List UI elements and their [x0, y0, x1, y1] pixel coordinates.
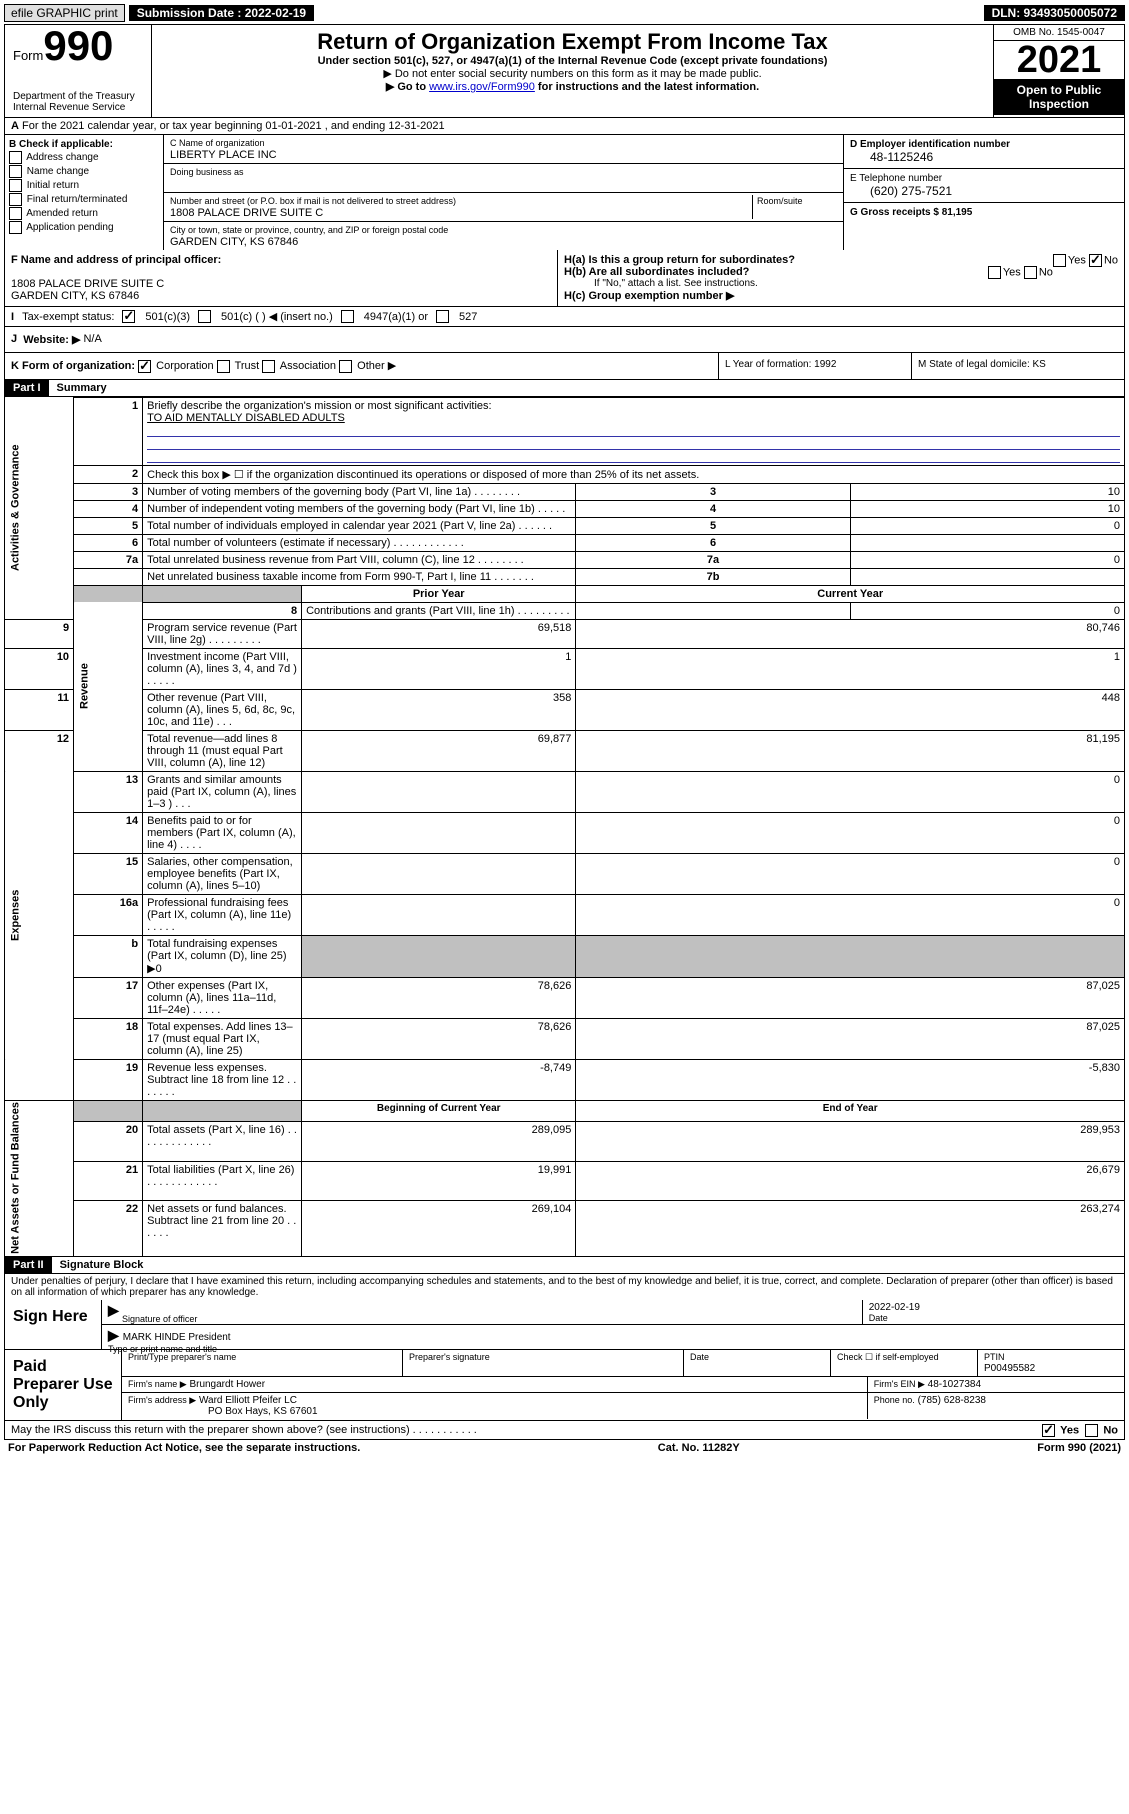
- side-netassets: Net Assets or Fund Balances: [5, 1100, 74, 1257]
- chk-final[interactable]: [9, 193, 22, 206]
- chk-corp[interactable]: [138, 360, 151, 373]
- gross-receipts: G Gross receipts $ 81,195: [850, 207, 972, 218]
- subtitle-3: ▶ Go to www.irs.gov/Form990 for instruct…: [160, 80, 985, 93]
- v5: 0: [850, 517, 1124, 534]
- preparer-block: Paid Preparer Use Only Print/Type prepar…: [4, 1350, 1125, 1421]
- firm-name: Brungardt Hower: [189, 1379, 265, 1390]
- chk-501c[interactable]: [198, 310, 211, 323]
- website: N/A: [83, 333, 101, 346]
- chk-name-change[interactable]: [9, 165, 22, 178]
- submission-date: Submission Date : 2022-02-19: [129, 5, 314, 21]
- ptin: P00495582: [984, 1363, 1035, 1374]
- dln: DLN: 93493050005072: [984, 5, 1125, 21]
- summary-table: Activities & Governance 1 Briefly descri…: [4, 397, 1125, 1258]
- entity-section: A For the 2021 calendar year, or tax yea…: [4, 118, 1125, 380]
- perjury-declaration: Under penalties of perjury, I declare th…: [4, 1274, 1125, 1300]
- dept-treasury: Department of the Treasury Internal Reve…: [13, 91, 143, 113]
- subtitle-1: Under section 501(c), 527, or 4947(a)(1)…: [160, 55, 985, 67]
- chk-ha-no[interactable]: [1089, 254, 1102, 267]
- ein: 48-1125246: [850, 150, 1118, 164]
- year-formation: L Year of formation: 1992: [719, 353, 912, 379]
- chk-501c3[interactable]: [122, 310, 135, 323]
- chk-address-change[interactable]: [9, 151, 22, 164]
- tax-year: 2021: [994, 41, 1124, 79]
- v7b: [850, 568, 1124, 585]
- v6: [850, 534, 1124, 551]
- chk-hb-yes[interactable]: [988, 266, 1001, 279]
- chk-ha-yes[interactable]: [1053, 254, 1066, 267]
- firm-phone: (785) 628-8238: [918, 1395, 986, 1406]
- mission: TO AID MENTALLY DISABLED ADULTS: [147, 412, 345, 424]
- firm-addr: Ward Elliott Pfeifer LC: [199, 1395, 297, 1406]
- side-revenue: Revenue: [74, 602, 143, 771]
- line-a: A For the 2021 calendar year, or tax yea…: [5, 118, 1124, 135]
- open-inspection: Open to Public Inspection: [994, 79, 1124, 115]
- street-address: 1808 PALACE DRIVE SUITE C: [170, 207, 323, 219]
- efile-btn[interactable]: efile GRAPHIC print: [4, 4, 125, 22]
- side-expenses: Expenses: [5, 771, 74, 1059]
- form-number: 990: [43, 22, 113, 69]
- sig-date: 2022-02-19: [869, 1302, 920, 1313]
- signature-block: Sign Here ▶Signature of officer 2022-02-…: [4, 1300, 1125, 1350]
- chk-discuss-yes[interactable]: [1042, 1424, 1055, 1437]
- chk-trust[interactable]: [217, 360, 230, 373]
- chk-other[interactable]: [339, 360, 352, 373]
- part1-header: Part I Summary: [4, 380, 1125, 397]
- side-activities: Activities & Governance: [5, 397, 74, 619]
- state-domicile: M State of legal domicile: KS: [912, 353, 1124, 379]
- v3: 10: [850, 483, 1124, 500]
- chk-hb-no[interactable]: [1024, 266, 1037, 279]
- city-state-zip: GARDEN CITY, KS 67846: [170, 236, 298, 248]
- sign-here-label: Sign Here: [5, 1300, 102, 1349]
- form-header: Form990 Department of the Treasury Inter…: [4, 24, 1125, 118]
- irs-link[interactable]: www.irs.gov/Form990: [429, 81, 535, 93]
- may-irs-discuss: May the IRS discuss this return with the…: [4, 1421, 1125, 1440]
- chk-discuss-no[interactable]: [1085, 1424, 1098, 1437]
- chk-4947[interactable]: [341, 310, 354, 323]
- phone: (620) 275-7521: [850, 184, 1118, 198]
- form-word: Form: [13, 48, 43, 63]
- v7a: 0: [850, 551, 1124, 568]
- chk-app-pending[interactable]: [9, 221, 22, 234]
- form-title: Return of Organization Exempt From Incom…: [160, 29, 985, 55]
- officer-name: MARK HINDE President: [123, 1332, 231, 1343]
- chk-initial[interactable]: [9, 179, 22, 192]
- org-name: LIBERTY PLACE INC: [170, 149, 277, 161]
- chk-assoc[interactable]: [262, 360, 275, 373]
- part2-header: Part II Signature Block: [4, 1257, 1125, 1274]
- chk-527[interactable]: [436, 310, 449, 323]
- paid-preparer-label: Paid Preparer Use Only: [5, 1350, 122, 1420]
- block-b-checkboxes: B Check if applicable: Address change Na…: [5, 135, 164, 250]
- officer-addr1: 1808 PALACE DRIVE SUITE C: [11, 278, 164, 290]
- officer-addr2: GARDEN CITY, KS 67846: [11, 290, 139, 302]
- firm-ein: 48-1027384: [928, 1379, 981, 1390]
- v4: 10: [850, 500, 1124, 517]
- top-bar: efile GRAPHIC print Submission Date : 20…: [4, 4, 1125, 22]
- page-footer: For Paperwork Reduction Act Notice, see …: [4, 1440, 1125, 1456]
- subtitle-2: ▶ Do not enter social security numbers o…: [160, 67, 985, 80]
- chk-amended[interactable]: [9, 207, 22, 220]
